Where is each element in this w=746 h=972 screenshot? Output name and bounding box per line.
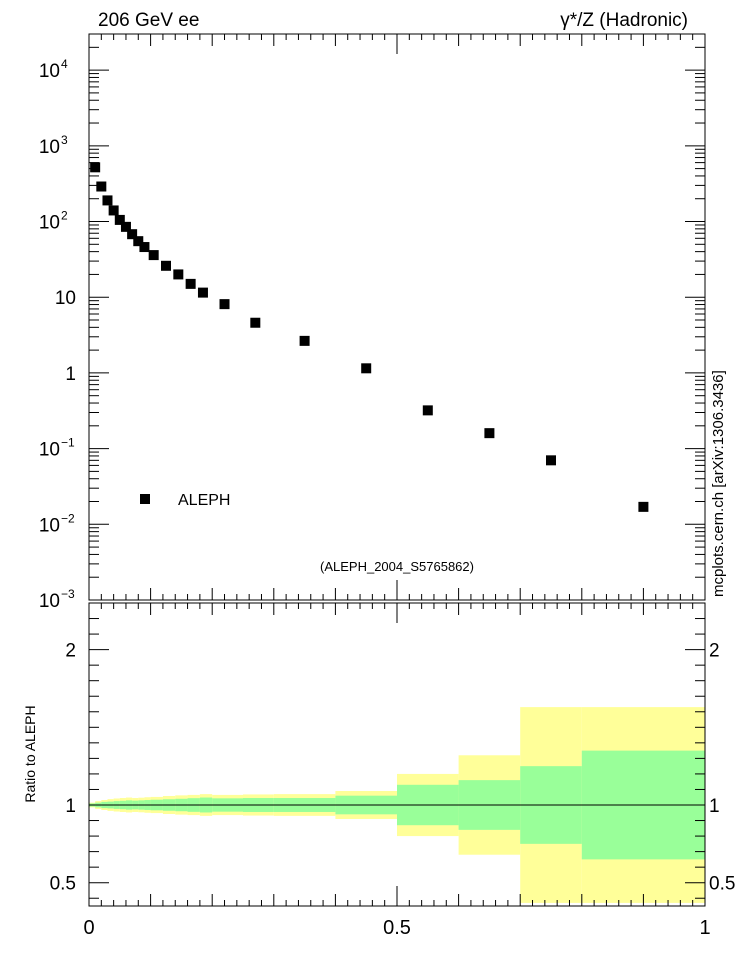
main-series-aleph <box>90 162 649 512</box>
data-point <box>219 299 230 310</box>
data-point <box>127 229 138 240</box>
data-point <box>185 278 196 289</box>
main-y-tick-label: 10 <box>39 137 60 158</box>
data-point <box>422 405 433 416</box>
data-point <box>638 501 649 512</box>
data-point <box>546 455 556 466</box>
data-point <box>173 269 184 280</box>
header-right-label: γ*/Z (Hadronic) <box>560 10 688 31</box>
data-point <box>114 214 125 225</box>
main-y-tick-exponent: 2 <box>61 209 68 223</box>
data-point <box>161 260 171 271</box>
main-frame <box>88 33 706 601</box>
main-y-tick-label: 10 <box>39 440 60 461</box>
x-tick-label: 1 <box>699 917 710 939</box>
ratio-y-tick-label-right: 2 <box>709 641 720 662</box>
data-point <box>133 236 144 247</box>
x-tick-label: 0.5 <box>383 917 411 939</box>
main-y-tick-label: 1 <box>65 364 76 385</box>
legend-marker <box>140 494 150 504</box>
main-y-tick-label: 10 <box>39 515 60 536</box>
ratio-y-tick-label: 0.5 <box>50 874 76 895</box>
analysis-label: (ALEPH_2004_S5765862) <box>320 559 474 574</box>
side-label: mcplots.cern.ch [arXiv:1306.3436] <box>710 370 727 597</box>
data-point <box>299 335 310 346</box>
main-y-tick-label: 10 <box>39 61 60 82</box>
data-point <box>148 250 159 261</box>
ratio-frame <box>88 602 706 907</box>
data-point <box>484 428 495 439</box>
ratio-y-tick-label-right: 1 <box>709 796 720 817</box>
main-y-tick-exponent: −1 <box>61 436 75 450</box>
data-point <box>361 363 372 374</box>
main-y-tick-exponent: 3 <box>61 133 68 147</box>
data-point <box>197 287 208 298</box>
data-point <box>96 181 107 192</box>
data-point <box>139 242 150 253</box>
ratio-panel: 0.5 0.5 1 1 2 2 0 0.5 1 Ratio to ALEPH <box>22 602 735 939</box>
ratio-y-tick-label-right: 0.5 <box>709 874 735 895</box>
ratio-y-tick-label: 2 <box>65 641 76 662</box>
ratio-y-axis-label: Ratio to ALEPH <box>22 705 38 802</box>
main-y-tick-exponent: −3 <box>61 587 75 601</box>
legend-label: ALEPH <box>178 492 230 509</box>
main-y-tick-exponent: −2 <box>61 511 75 525</box>
main-y-tick-exponent: 4 <box>61 57 68 71</box>
main-y-tick-label: 10 <box>55 288 76 309</box>
data-point <box>120 221 131 232</box>
x-tick-label: 0 <box>83 917 94 939</box>
header-left-label: 206 GeV ee <box>98 10 199 31</box>
main-y-tick-label: 10 <box>39 591 60 612</box>
data-point <box>108 205 119 216</box>
data-point <box>90 162 101 173</box>
data-point <box>102 195 113 206</box>
data-point <box>250 317 261 328</box>
ratio-y-tick-label: 1 <box>65 796 76 817</box>
main-y-tick-label: 10 <box>39 213 60 234</box>
